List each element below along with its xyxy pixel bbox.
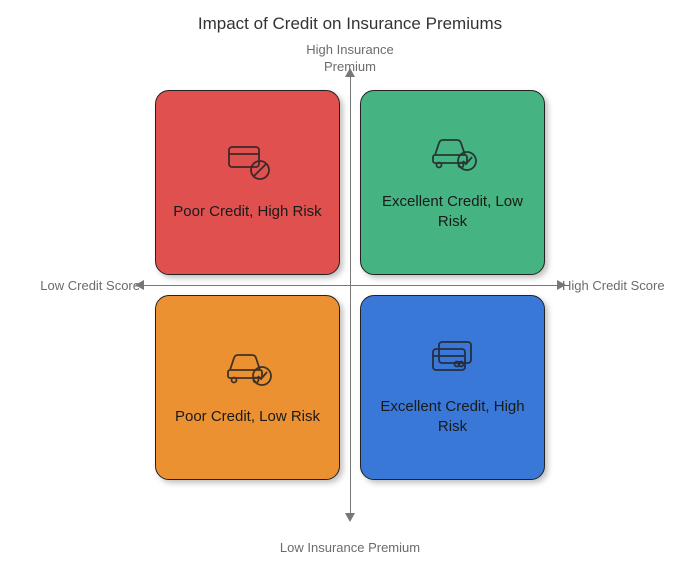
arrow-right	[557, 280, 566, 290]
quadrant-chart: Poor Credit, High Risk Excellent Credit,…	[145, 80, 555, 490]
car-check-icon	[427, 133, 479, 178]
axis-label-bottom: Low Insurance Premium	[0, 540, 700, 557]
chart-title: Impact of Credit on Insurance Premiums	[0, 14, 700, 34]
axis-vertical	[350, 70, 351, 515]
quadrant-bottom-left: Poor Credit, Low Risk	[155, 295, 340, 480]
quadrant-top-right: Excellent Credit, Low Risk	[360, 90, 545, 275]
axis-label-right: High Credit Score	[562, 278, 692, 295]
quadrant-top-left: Poor Credit, High Risk	[155, 90, 340, 275]
card-blocked-icon	[223, 143, 273, 188]
quadrant-bottom-right: Excellent Credit, High Risk	[360, 295, 545, 480]
arrow-left	[135, 280, 144, 290]
arrow-up	[345, 68, 355, 77]
axis-label-left: Low Credit Score	[20, 278, 140, 295]
quadrant-label: Excellent Credit, Low Risk	[378, 192, 528, 233]
quadrant-label: Poor Credit, Low Risk	[175, 407, 320, 427]
quadrant-label: Poor Credit, High Risk	[173, 202, 321, 222]
car-check-icon	[222, 348, 274, 393]
arrow-down	[345, 513, 355, 522]
quadrant-label: Excellent Credit, High Risk	[378, 397, 528, 438]
axis-horizontal	[141, 285, 559, 286]
cards-stack-icon	[427, 338, 479, 383]
